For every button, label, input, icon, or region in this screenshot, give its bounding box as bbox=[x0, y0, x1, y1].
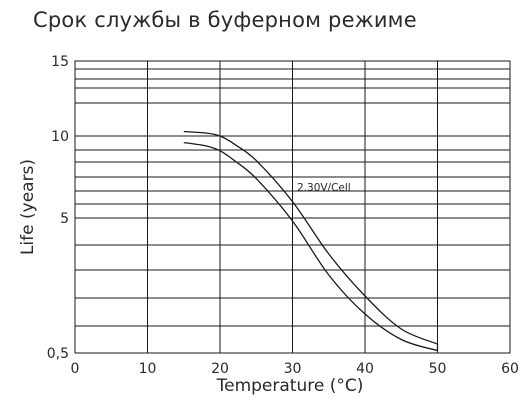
x-axis-label: Temperature (°C) bbox=[216, 376, 364, 396]
x-tick-label-4: 40 bbox=[356, 361, 374, 377]
x-tick-label-0: 0 bbox=[71, 361, 80, 377]
voltage-annotation: 2.30V/Cell bbox=[297, 182, 351, 194]
grid-lines bbox=[74, 61, 511, 353]
y-tick-label-3: 0,5 bbox=[47, 346, 69, 362]
x-tick-label-1: 10 bbox=[139, 361, 157, 377]
y-tick-label-0: 15 bbox=[51, 54, 69, 70]
x-tick-label-2: 20 bbox=[211, 361, 229, 377]
y-axis-label: Life (years) bbox=[18, 158, 38, 256]
series-lines bbox=[183, 130, 439, 352]
x-tick-label-6: 60 bbox=[501, 361, 519, 377]
y-tick-label-1: 10 bbox=[51, 129, 69, 145]
chart-title: Срок службы в буферном режиме bbox=[33, 8, 417, 32]
series-line-1 bbox=[183, 141, 438, 352]
tick-labels: 0 10 20 30 40 50 60 15 10 5 0,5 bbox=[47, 54, 519, 377]
x-tick-label-5: 50 bbox=[429, 361, 447, 377]
x-tick-label-3: 30 bbox=[284, 361, 302, 377]
series-line-0 bbox=[183, 130, 438, 345]
y-tick-label-2: 5 bbox=[60, 211, 69, 227]
plot-frame bbox=[74, 60, 511, 354]
